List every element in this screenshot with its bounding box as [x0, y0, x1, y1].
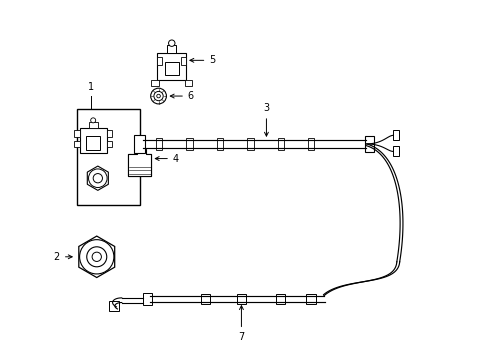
- Polygon shape: [128, 149, 151, 176]
- Circle shape: [151, 88, 167, 104]
- Bar: [143, 293, 152, 305]
- Bar: [89, 122, 98, 128]
- Bar: [86, 136, 100, 150]
- Text: 7: 7: [238, 306, 245, 342]
- Text: 5: 5: [190, 55, 216, 65]
- Bar: [156, 138, 163, 150]
- Text: 6: 6: [171, 91, 194, 101]
- Circle shape: [157, 94, 160, 98]
- Circle shape: [87, 247, 107, 267]
- Bar: [308, 138, 314, 150]
- Bar: [74, 130, 79, 137]
- Bar: [217, 138, 223, 150]
- Bar: [151, 80, 159, 86]
- Text: 2: 2: [54, 252, 72, 262]
- Bar: [392, 130, 399, 140]
- Bar: [157, 58, 163, 64]
- Bar: [107, 141, 112, 148]
- Circle shape: [93, 174, 102, 183]
- Circle shape: [92, 252, 101, 261]
- Bar: [167, 45, 176, 53]
- Bar: [186, 138, 193, 150]
- Polygon shape: [87, 166, 108, 190]
- Bar: [165, 62, 179, 75]
- Bar: [276, 294, 285, 304]
- Circle shape: [154, 91, 163, 101]
- Bar: [366, 136, 374, 152]
- Bar: [392, 147, 399, 157]
- Bar: [237, 294, 246, 304]
- Bar: [185, 80, 193, 86]
- Polygon shape: [79, 236, 115, 278]
- Bar: [74, 141, 79, 148]
- Bar: [201, 294, 210, 304]
- Bar: [107, 130, 112, 137]
- Circle shape: [89, 169, 107, 188]
- Bar: [157, 53, 186, 80]
- Circle shape: [79, 240, 114, 274]
- Text: 1: 1: [88, 82, 95, 93]
- Circle shape: [169, 40, 175, 46]
- Bar: [247, 138, 253, 150]
- Bar: [181, 58, 186, 64]
- Bar: [128, 154, 151, 176]
- Bar: [306, 294, 316, 304]
- Bar: [77, 109, 140, 205]
- Bar: [79, 128, 107, 153]
- Circle shape: [91, 118, 96, 123]
- Text: 3: 3: [263, 103, 270, 136]
- Bar: [277, 138, 284, 150]
- Bar: [134, 135, 145, 153]
- Text: 4: 4: [155, 154, 179, 163]
- Bar: [109, 301, 119, 311]
